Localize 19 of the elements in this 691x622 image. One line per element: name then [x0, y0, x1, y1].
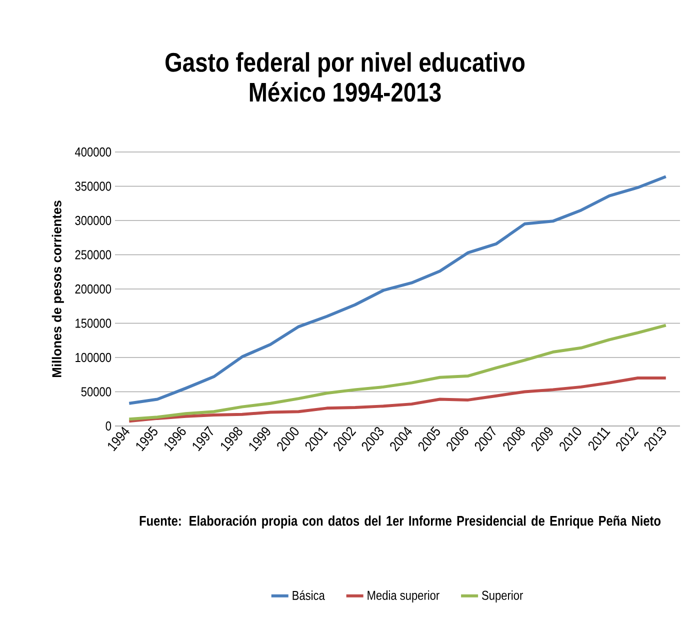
- chart-subtitle: México 1994-2013: [250, 82, 441, 102]
- y-tick-label: 300000: [75, 216, 112, 226]
- line-series: [128, 324, 668, 421]
- x-tick-label: 2011: [588, 428, 610, 451]
- y-tick-label: 250000: [75, 250, 112, 260]
- legend-label: Superior: [482, 590, 523, 602]
- y-tick-label: 400000: [75, 147, 112, 157]
- source-note: Fuente: Elaboración propia con datos del 1er Informe Presidencial de Enrique Peña Nieto: [140, 515, 660, 529]
- legend-label: Media superior: [368, 590, 440, 602]
- y-tick-label: 50000: [81, 387, 112, 396]
- line-series: [128, 175, 668, 405]
- y-tick-label: 350000: [75, 182, 112, 191]
- chart-title: Gasto federal por nivel educativo: [166, 52, 525, 78]
- y-tick-label: 150000: [76, 318, 112, 328]
- legend-label: Básica: [292, 590, 325, 600]
- y-tick-label: 100000: [76, 352, 112, 362]
- y-tick-label: 200000: [75, 284, 112, 294]
- y-axis-title: Millones de pesos corrientes: [52, 200, 64, 378]
- line-series: [128, 376, 668, 423]
